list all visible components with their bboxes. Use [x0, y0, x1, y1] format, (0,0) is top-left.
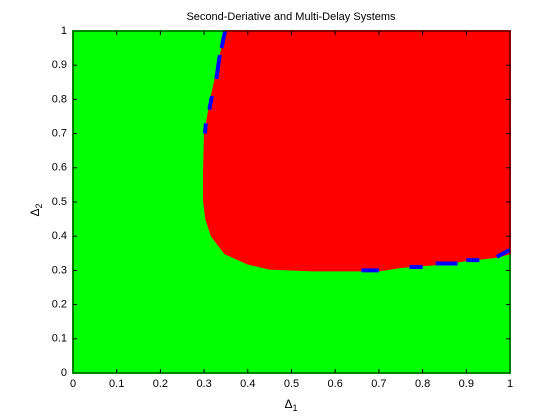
- x-tick-label: 0: [70, 378, 76, 390]
- x-tick-label: 0.7: [371, 378, 386, 390]
- x-tick-label: 0.8: [415, 378, 430, 390]
- x-tick-label: 0.5: [284, 378, 299, 390]
- y-tick-label: 0.7: [52, 128, 67, 140]
- chart-title: Second-Deriative and Multi-Delay Systems: [186, 11, 396, 23]
- x-tick-label: 1: [507, 378, 513, 390]
- x-tick-label: 0.4: [240, 378, 255, 390]
- y-tick-label: 0.6: [52, 162, 67, 174]
- x-label-subscript: 1: [293, 403, 298, 413]
- x-tick-label: 0.6: [328, 378, 343, 390]
- y-tick-label: 0.3: [52, 264, 67, 276]
- y-tick-label: 0.2: [52, 299, 67, 311]
- x-axis-label: Δ1: [284, 397, 297, 413]
- y-tick-label: 0.8: [52, 93, 67, 105]
- y-tick-label: 0.4: [52, 230, 67, 242]
- y-tick-label: 1: [61, 25, 67, 37]
- boundary-segment: [207, 95, 214, 111]
- y-tick-label: 0: [61, 367, 67, 379]
- y-tick-label: 0.5: [52, 196, 67, 208]
- region: [203, 30, 511, 272]
- y-label-subscript: 2: [34, 203, 44, 208]
- y-tick-label: 0.1: [52, 333, 67, 345]
- x-tick-label: 0.3: [196, 378, 211, 390]
- x-tick-label: 0.9: [459, 378, 474, 390]
- boundary-segment: [214, 54, 222, 80]
- y-label-symbol: Δ: [28, 209, 42, 217]
- y-axis-label: Δ2: [28, 203, 44, 216]
- x-tick-label: 0.1: [109, 378, 124, 390]
- boundary-segment: [219, 30, 228, 49]
- plot-area: [72, 30, 511, 374]
- y-tick-label: 0.9: [52, 59, 67, 71]
- x-label-symbol: Δ: [284, 397, 292, 411]
- boundary-segment: [202, 123, 208, 134]
- boundary-segment: [495, 248, 511, 259]
- x-tick-label: 0.2: [153, 378, 168, 390]
